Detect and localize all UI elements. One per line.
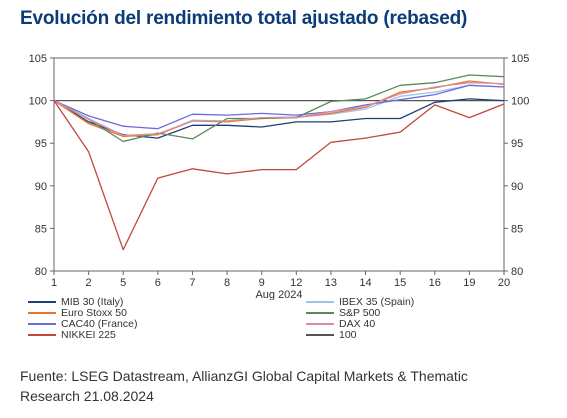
series-line-ibex-35-spain: [53, 84, 505, 137]
legend-item: CAC40 (France): [28, 318, 137, 330]
legend-label: MIB 30 (Italy): [61, 296, 124, 308]
series-line-dax-40: [53, 82, 505, 137]
x-tick-label: 2: [86, 277, 92, 289]
legend-item: S&P 500: [306, 307, 380, 319]
legend-swatch: [28, 323, 56, 325]
y-tick-label-left: 90: [35, 181, 47, 193]
legend-item: Euro Stoxx 50: [28, 307, 127, 319]
legend-item: 100: [306, 329, 357, 341]
y-tick-label-right: 105: [511, 53, 529, 65]
legend-swatch: [28, 312, 56, 314]
legend-label: Euro Stoxx 50: [61, 307, 127, 319]
series-line-cac40-france: [53, 84, 505, 130]
y-tick-label-right: 85: [511, 223, 523, 235]
legend-item: MIB 30 (Italy): [28, 296, 123, 308]
x-tick-label: 15: [394, 277, 406, 289]
legend-item: NIKKEI 225: [28, 329, 116, 341]
y-tick-label-left: 100: [29, 96, 47, 108]
source-line-2: Research 21.08.2024: [20, 388, 154, 404]
legend-swatch: [28, 334, 56, 336]
x-tick-label: 6: [155, 277, 161, 289]
y-tick-label-left: 95: [35, 138, 47, 150]
legend-item: DAX 40: [306, 318, 375, 330]
legend-swatch: [28, 301, 56, 303]
x-tick-label: 7: [189, 277, 195, 289]
x-tick-label: 19: [463, 277, 475, 289]
plot-frame: [53, 57, 505, 272]
y-tick-label-right: 100: [511, 96, 529, 108]
y-tick-label-left: 85: [35, 223, 47, 235]
x-tick-label: 20: [498, 277, 510, 289]
legend-label: IBEX 35 (Spain): [339, 296, 415, 308]
legend-label: NIKKEI 225: [61, 329, 116, 341]
chart-series-lines: [53, 74, 505, 251]
series-line-nikkei-225: [53, 100, 505, 251]
legend-swatch: [306, 323, 334, 325]
legend-label: DAX 40: [339, 318, 376, 330]
source-line-1: Fuente: LSEG Datastream, AllianzGI Globa…: [20, 368, 468, 384]
legend-label: CAC40 (France): [61, 318, 138, 330]
y-tick-label-left: 105: [29, 53, 47, 65]
legend-label: S&P 500: [339, 307, 381, 319]
legend-swatch: [306, 334, 334, 336]
x-tick-label: 9: [259, 277, 265, 289]
x-tick-label: 12: [290, 277, 302, 289]
x-tick-label: 8: [224, 277, 230, 289]
source-note: Fuente: LSEG Datastream, AllianzGI Globa…: [20, 366, 468, 406]
y-tick-label-right: 95: [511, 138, 523, 150]
x-tick-label: 5: [120, 277, 126, 289]
legend-swatch: [306, 301, 334, 303]
x-axis-label: Aug 2024: [255, 289, 302, 300]
y-tick-label-left: 80: [35, 266, 47, 278]
chart-axes: [50, 57, 508, 275]
series-line-euro-stoxx-50: [53, 80, 505, 138]
y-tick-label-right: 80: [511, 266, 523, 278]
x-tick-label: 14: [359, 277, 371, 289]
y-tick-label-right: 90: [511, 181, 523, 193]
legend-swatch: [306, 312, 334, 314]
legend-label: 100: [339, 329, 357, 341]
x-tick-label: 1: [51, 277, 57, 289]
chart-title: Evolución del rendimiento total ajustado…: [20, 8, 468, 29]
legend-item: IBEX 35 (Spain): [306, 296, 414, 308]
series-line-s-p-500: [53, 74, 505, 143]
x-tick-label: 13: [325, 277, 337, 289]
x-tick-label: 16: [429, 277, 441, 289]
